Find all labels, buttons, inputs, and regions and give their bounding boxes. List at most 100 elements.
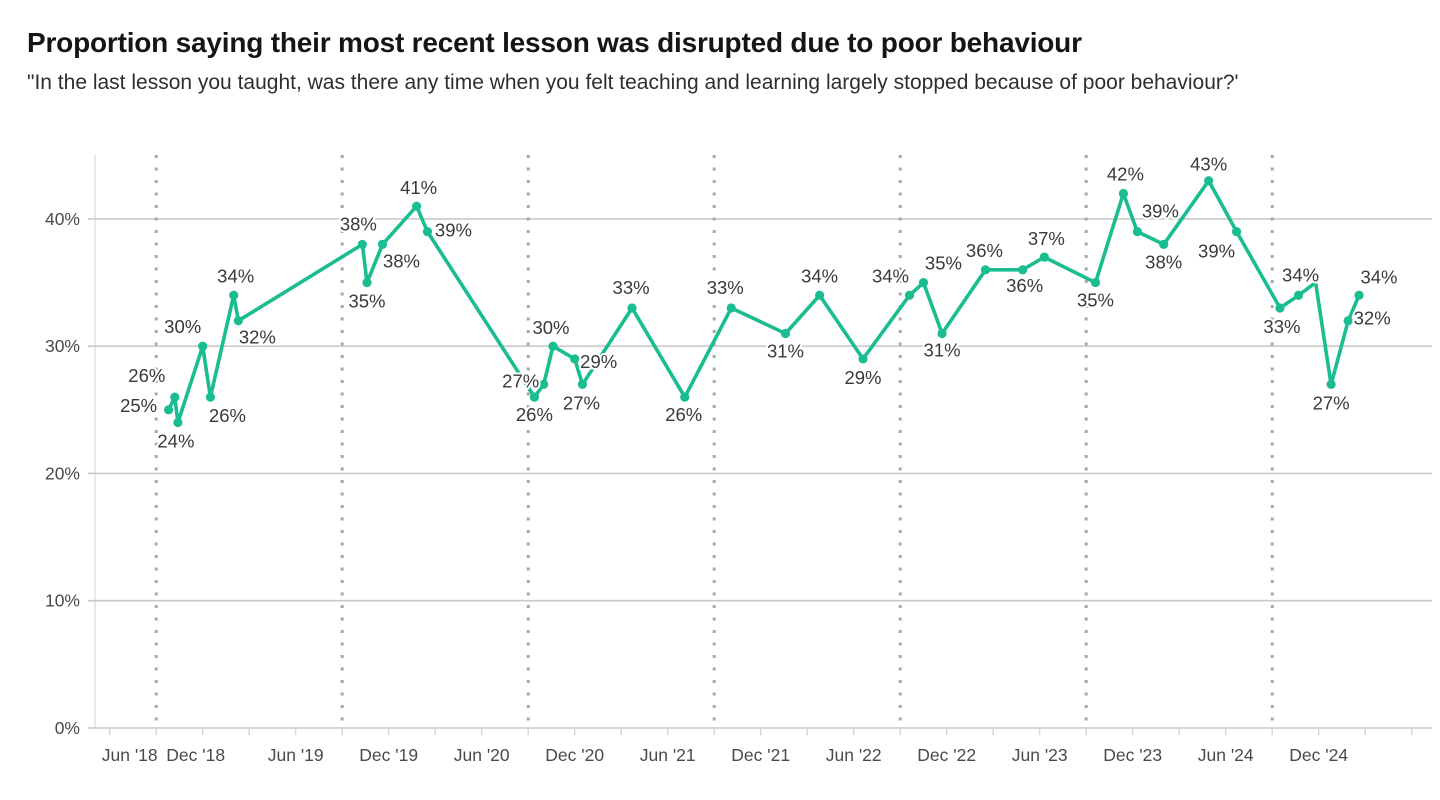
x-tick-label: Dec '22 <box>917 745 976 765</box>
data-point-dot <box>1204 176 1214 186</box>
data-point-label: 24% <box>157 431 194 452</box>
data-point-label: 36% <box>966 240 1003 261</box>
data-point-dot <box>1090 277 1101 288</box>
x-tick-label: Dec '19 <box>359 745 418 765</box>
data-point-dot <box>1039 252 1049 262</box>
data-point-dot <box>858 354 868 364</box>
data-point-label: 35% <box>348 291 385 312</box>
x-tick-label: Dec '18 <box>166 745 225 765</box>
x-tick-label: Jun '22 <box>826 745 882 765</box>
data-point-label: 41% <box>400 177 437 198</box>
chart-title: Proportion saying their most recent less… <box>27 27 1082 58</box>
chart-subtitle: "In the last lesson you taught, was ther… <box>27 70 1239 94</box>
data-point-dot <box>918 277 929 288</box>
x-tick-label: Jun '20 <box>454 745 510 765</box>
data-point-label: 38% <box>1145 251 1182 272</box>
data-point-dot <box>422 227 433 237</box>
data-point-dot <box>1293 290 1304 300</box>
data-point-label: 38% <box>383 250 420 271</box>
data-point-label: 30% <box>532 317 569 338</box>
data-point-dot <box>577 379 588 389</box>
x-tick-label: Dec '21 <box>731 745 790 765</box>
data-point-dot <box>680 392 690 402</box>
data-point-dot <box>1132 227 1142 237</box>
data-point-dot <box>1018 265 1028 275</box>
data-point-label: 34% <box>801 265 838 286</box>
data-point-label: 31% <box>924 339 961 360</box>
data-point-label: 29% <box>580 351 617 372</box>
data-point-dot <box>1275 303 1285 313</box>
data-point-label: 39% <box>1198 241 1235 262</box>
data-point-label: 35% <box>1077 290 1114 311</box>
x-tick-label: Jun '21 <box>640 745 696 765</box>
data-point-label: 36% <box>1006 275 1043 296</box>
data-point-label: 27% <box>1313 392 1350 413</box>
data-point-dot <box>548 341 558 351</box>
data-point-dot <box>233 316 243 326</box>
behaviour-line-chart: 0% 10% 20% 30% 40% Jun '18 Dec '18 Jun '19 Dec '… <box>45 152 1432 765</box>
x-tick-label: Jun '23 <box>1012 745 1068 765</box>
data-point-label: 38% <box>340 213 377 234</box>
data-point-dot <box>205 392 216 402</box>
data-point-dot <box>170 392 180 402</box>
data-point-label: 27% <box>502 370 539 391</box>
data-point-label: 42% <box>1107 163 1144 184</box>
y-tick-label: 40% <box>45 209 80 229</box>
data-point-dot <box>198 341 208 351</box>
data-point-label: 26% <box>516 404 553 425</box>
data-point-dot <box>904 290 915 300</box>
x-tick-label: Dec '23 <box>1103 745 1162 765</box>
data-point-dot <box>570 354 580 364</box>
data-point-dot <box>412 201 422 211</box>
data-point-label: 37% <box>1028 228 1065 249</box>
x-tick-label: Dec '20 <box>545 745 604 765</box>
data-point-dot <box>780 328 791 339</box>
data-point-label: 31% <box>767 340 804 361</box>
x-tick-label: Jun '24 <box>1198 745 1254 765</box>
data-point-label: 34% <box>217 265 254 286</box>
data-point-label: 32% <box>239 327 276 348</box>
data-point-dot <box>173 417 183 428</box>
data-point-dot <box>1231 227 1242 237</box>
data-point-dot <box>362 277 372 288</box>
x-tick-label: Dec '24 <box>1289 745 1348 765</box>
data-point-dot <box>229 290 239 300</box>
y-tick-label: 30% <box>45 336 80 356</box>
data-point-dot <box>1354 290 1364 300</box>
data-point-dot <box>937 328 947 339</box>
data-point-label: 26% <box>665 404 702 425</box>
data-point-dot <box>815 290 825 300</box>
data-point-label: 32% <box>1354 308 1391 329</box>
data-point-label: 34% <box>1282 264 1319 285</box>
chart-header: Proportion saying their most recent less… <box>27 26 1417 98</box>
data-point-dot <box>980 265 991 275</box>
data-point-label: 43% <box>1190 154 1227 175</box>
data-point-dot <box>1326 379 1336 389</box>
data-point-label: 35% <box>925 253 962 274</box>
data-point-label: 29% <box>844 367 881 388</box>
data-point-label: 33% <box>613 277 650 298</box>
data-point-label: 26% <box>209 405 246 426</box>
data-point-label: 34% <box>1360 266 1397 287</box>
data-point-dot <box>529 392 540 402</box>
data-point-label: 27% <box>563 392 600 413</box>
data-point-dot <box>377 239 388 249</box>
data-point-dot <box>1343 316 1353 326</box>
x-tick-label: Jun '19 <box>268 745 324 765</box>
data-point-dot <box>1159 239 1169 249</box>
data-point-dot <box>357 239 367 249</box>
data-point-dot <box>726 303 736 313</box>
data-point-dot <box>164 405 174 415</box>
data-point-dot <box>627 303 637 313</box>
data-point-dot <box>539 379 549 389</box>
data-point-label: 26% <box>128 365 165 386</box>
data-point-label: 39% <box>435 220 472 241</box>
y-tick-label: 0% <box>55 718 80 738</box>
data-point-label: 34% <box>872 265 909 286</box>
x-tick-label: Jun '18 <box>102 745 158 765</box>
data-point-label: 33% <box>707 277 744 298</box>
data-point-label: 25% <box>120 395 157 416</box>
data-point-label: 30% <box>164 316 201 337</box>
y-tick-label: 10% <box>45 591 80 611</box>
data-point-label: 33% <box>1263 316 1300 337</box>
